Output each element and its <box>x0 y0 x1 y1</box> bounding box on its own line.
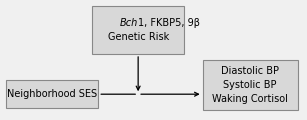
Text: Waking Cortisol: Waking Cortisol <box>212 94 288 104</box>
FancyBboxPatch shape <box>92 6 184 54</box>
Text: Bch: Bch <box>120 18 138 28</box>
FancyBboxPatch shape <box>203 60 298 110</box>
Text: Neighborhood SES: Neighborhood SES <box>7 89 97 99</box>
FancyBboxPatch shape <box>6 80 98 108</box>
Text: Systolic BP: Systolic BP <box>223 80 277 90</box>
Text: Genetic Risk: Genetic Risk <box>107 32 169 42</box>
Text: 1, FKBP5, 9β: 1, FKBP5, 9β <box>138 18 200 28</box>
Text: Diastolic BP: Diastolic BP <box>221 66 279 76</box>
